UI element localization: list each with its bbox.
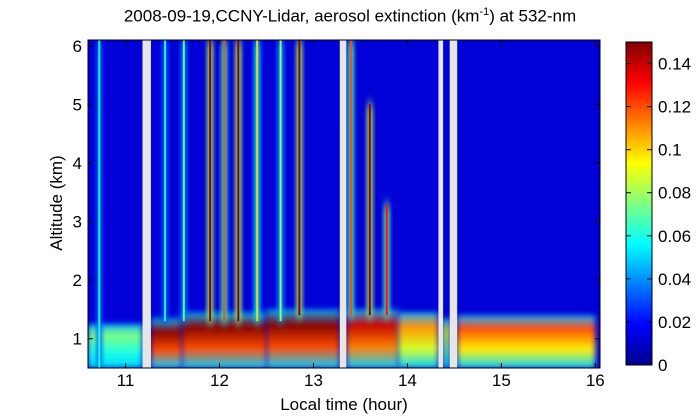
- colorbar-tick-label: 0.12: [658, 98, 691, 117]
- data-gap: [438, 40, 444, 368]
- y-axis-label: Altitude (km): [47, 155, 66, 251]
- aerosol-plume-core: [98, 40, 101, 368]
- plot-frame: [87, 39, 601, 369]
- colorbar-tick-label: 0.08: [658, 184, 691, 203]
- aerosol-plume-core: [182, 40, 185, 322]
- boundary-layer-segment: [266, 309, 340, 368]
- colorbar-gradient: [625, 41, 653, 366]
- colorbar-tick-label: 0.04: [658, 270, 691, 289]
- chart-title-prefix: 2008-09-19,CCNY-Lidar, aerosol extinctio…: [123, 6, 480, 26]
- x-axis-label: Local time (hour): [280, 395, 408, 414]
- colorbar-tick-label: 0.06: [658, 227, 691, 246]
- y-tick-label: 6: [73, 37, 82, 56]
- aerosol-plume-core: [350, 40, 353, 316]
- boundary-layer-segment: [443, 318, 450, 368]
- colorbar-tick-label: 0: [658, 356, 667, 375]
- aerosol-plume-core: [298, 40, 301, 316]
- aerosol-plume-core: [223, 40, 226, 322]
- boundary-layer-segment: [346, 309, 399, 368]
- y-tick-label: 1: [73, 330, 82, 349]
- heatmap-area: [88, 40, 600, 368]
- aerosol-plume-core: [279, 40, 282, 322]
- x-tick-label: 15: [492, 371, 511, 390]
- boundary-layer-segment: [457, 315, 596, 368]
- y-tick-label: 3: [73, 213, 82, 232]
- x-tick-label: 11: [117, 371, 135, 390]
- colorbar: 0 0.02 0.04 0.06 0.08 0.1 0.12 0.14: [625, 41, 691, 375]
- aerosol-plume-core: [209, 40, 212, 322]
- chart-title-suffix: ) at 532-nm: [489, 6, 577, 26]
- data-gap: [449, 40, 458, 368]
- aerosol-plume-core: [237, 40, 240, 322]
- y-tick-label: 2: [73, 271, 82, 290]
- boundary-layer-segment: [398, 312, 439, 368]
- chart-title: 2008-09-19,CCNY-Lidar, aerosol extinctio…: [0, 6, 700, 27]
- aerosol-plume-core: [385, 204, 388, 316]
- aerosol-plume-core: [256, 40, 259, 322]
- data-gap: [339, 40, 347, 368]
- y-tick-label: 5: [73, 95, 82, 114]
- x-tick-label: 14: [398, 371, 417, 390]
- boundary-layer-segment: [181, 312, 267, 368]
- boundary-layer-segment: [88, 324, 143, 368]
- aerosol-plume-core: [368, 104, 371, 316]
- chart-title-superscript: -1: [479, 6, 490, 18]
- boundary-layer-segment: [150, 318, 182, 368]
- y-tick-label: 4: [73, 154, 82, 173]
- aerosol-plume-core: [164, 40, 167, 322]
- colorbar-tick-label: 0.02: [658, 313, 691, 332]
- colorbar-tick-label: 0.14: [658, 55, 691, 74]
- x-tick-label: 12: [210, 371, 229, 390]
- x-tick-label: 13: [304, 371, 323, 390]
- x-tick-label: 16: [586, 371, 605, 390]
- data-gap: [142, 40, 151, 368]
- colorbar-tick-label: 0.1: [658, 141, 682, 160]
